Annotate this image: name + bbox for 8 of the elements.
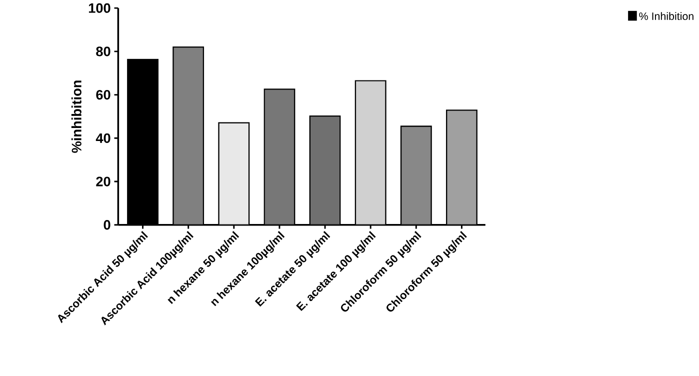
y-axis-title: %inhibition [71, 80, 82, 153]
legend-label: % Inhibition [639, 12, 694, 20]
y-tick-label: 80 [96, 46, 110, 56]
y-tick-label: 40 [96, 133, 110, 143]
y-tick-label: 0 [104, 220, 110, 230]
y-tick-label: 20 [96, 176, 110, 186]
y-tick-label: 60 [96, 90, 110, 100]
y-tick-label: 100 [88, 3, 110, 13]
